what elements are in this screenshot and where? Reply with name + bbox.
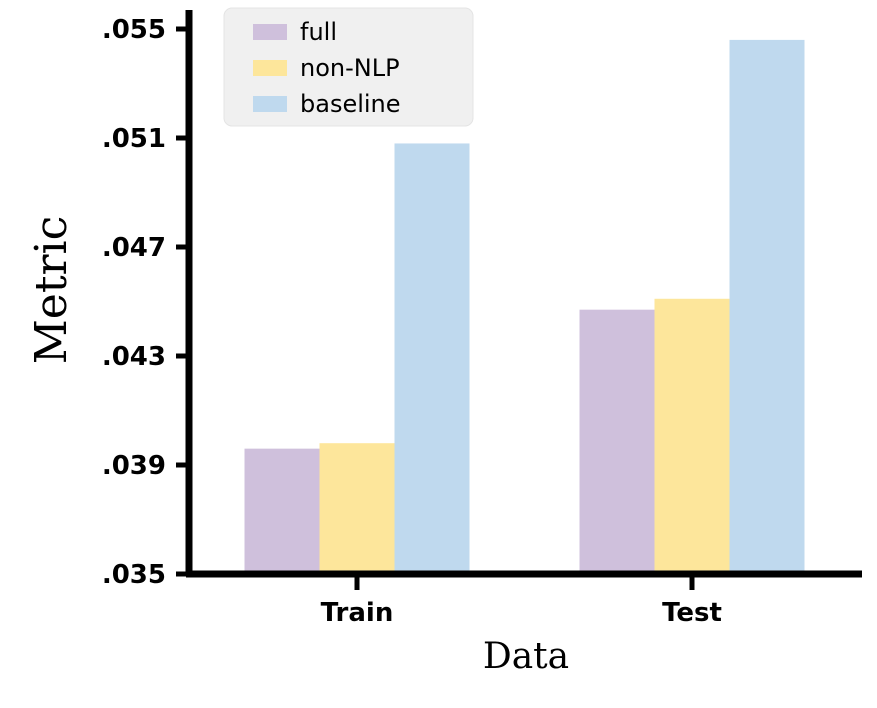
bars-group: [244, 39, 805, 574]
legend-label: non-NLP: [300, 54, 400, 82]
y-tick-label: .051: [102, 124, 166, 154]
x-tick-label: Train: [321, 598, 394, 628]
legend-swatch: [253, 24, 287, 40]
bar-full-test: [579, 309, 655, 574]
y-tick-label: .039: [102, 451, 166, 481]
bar-full-train: [244, 448, 320, 574]
x-ticks-group: Train Test: [321, 574, 722, 628]
legend: full non-NLP baseline: [223, 7, 474, 127]
bar-non-nlp-train: [319, 443, 395, 574]
y-ticks-group: .035 .039 .043 .047 .051 .055: [102, 15, 189, 590]
y-axis-title: Metric: [26, 216, 77, 365]
bar-baseline-train: [394, 143, 470, 574]
legend-label: full: [300, 18, 337, 46]
legend-swatch: [253, 96, 287, 112]
y-tick-label: .047: [102, 233, 166, 263]
legend-label: baseline: [300, 90, 401, 118]
bar-non-nlp-test: [654, 298, 730, 574]
x-tick-label: Test: [662, 598, 722, 628]
legend-swatch: [253, 60, 287, 76]
x-axis-title: Data: [483, 636, 569, 677]
axes-group: [185, 10, 862, 578]
y-tick-label: .055: [102, 15, 166, 45]
y-tick-label: .035: [102, 560, 166, 590]
y-tick-label: .043: [102, 342, 166, 372]
bar-baseline-test: [729, 39, 805, 574]
